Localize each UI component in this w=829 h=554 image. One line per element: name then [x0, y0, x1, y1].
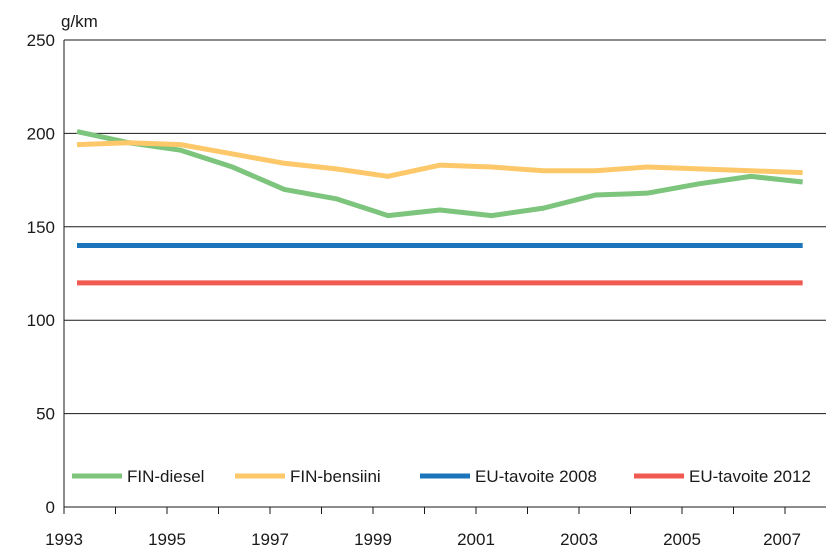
- y-tick-label: 200: [27, 124, 55, 143]
- y-axis-unit-label: g/km: [61, 12, 98, 31]
- x-tick-label: 2005: [663, 530, 701, 549]
- legend-label: FIN-bensiini: [290, 467, 381, 486]
- x-tick-label: 1997: [251, 530, 289, 549]
- gridlines: [64, 39, 826, 415]
- legend-label: EU-tavoite 2012: [689, 467, 811, 486]
- y-tick-label: 0: [46, 498, 55, 517]
- y-tick-label: 250: [27, 31, 55, 50]
- series-line-0: [76, 129, 803, 219]
- x-tick-label: 2003: [560, 530, 598, 549]
- y-tick-label: 100: [27, 311, 55, 330]
- legend-label: EU-tavoite 2008: [475, 467, 597, 486]
- y-tick-label: 50: [36, 405, 55, 424]
- legend-label: FIN-diesel: [127, 467, 204, 486]
- legend: FIN-diesel FIN-bensiini EU-tavoite 2008 EU-…: [72, 467, 811, 486]
- axes: 0 50 100 150 200 250 1993 1995 1997 1999 2001 2003 2…: [27, 31, 826, 549]
- x-tick-label: 2001: [457, 530, 495, 549]
- x-tick-label: 1993: [45, 530, 83, 549]
- series-line-1: [76, 140, 803, 179]
- series-lines: [76, 129, 803, 286]
- y-tick-label: 150: [27, 218, 55, 237]
- x-tick-label: 1999: [354, 530, 392, 549]
- x-tick-label: 1995: [148, 530, 186, 549]
- x-tick-label: 2007: [763, 530, 801, 549]
